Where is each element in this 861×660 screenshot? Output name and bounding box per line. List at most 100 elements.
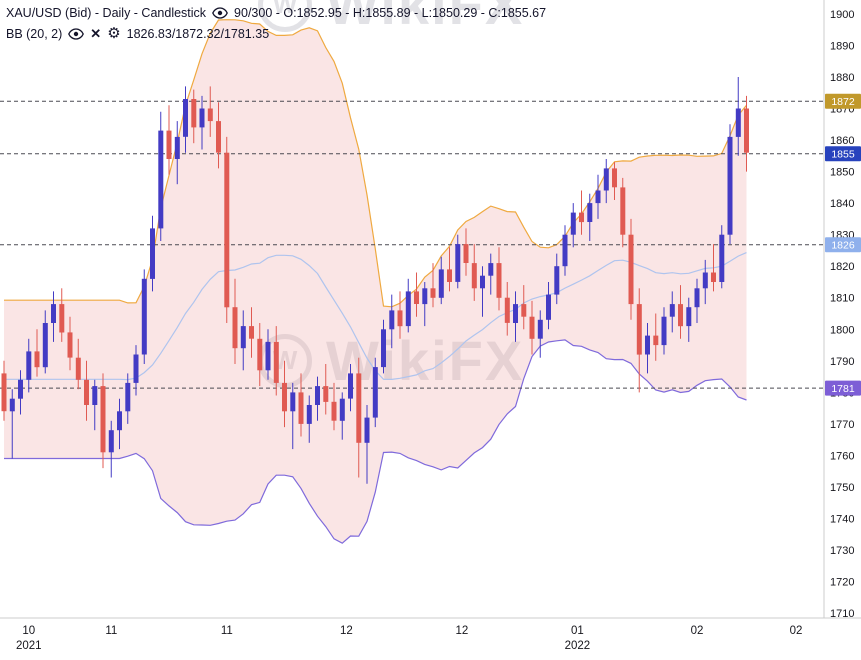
candle[interactable] [133,345,139,396]
candle[interactable] [141,269,147,364]
candle[interactable] [711,244,716,292]
candle-body [158,130,164,229]
candle[interactable] [1,360,7,421]
candle[interactable] [158,111,164,241]
candle[interactable] [570,203,576,248]
candle[interactable] [636,288,642,393]
candle[interactable] [166,105,172,175]
candle[interactable] [537,310,543,358]
candle[interactable] [422,282,428,327]
candle-body [117,411,122,431]
candle[interactable] [26,338,32,393]
candle[interactable] [59,288,65,342]
candle[interactable] [240,310,246,371]
candle[interactable] [488,253,494,295]
candle[interactable] [521,285,527,330]
candle[interactable] [323,364,329,415]
candle[interactable] [579,190,584,235]
candle[interactable] [702,259,708,305]
candle[interactable] [364,405,370,484]
candle[interactable] [554,253,560,305]
candle[interactable] [389,294,395,349]
close-icon[interactable]: ✕ [90,26,102,41]
candle[interactable] [92,379,98,431]
candle[interactable] [100,373,106,469]
candle[interactable] [405,278,411,333]
candle[interactable] [529,300,535,355]
candle[interactable] [42,310,48,374]
candle[interactable] [199,95,205,150]
candle[interactable] [471,244,477,301]
candle[interactable] [75,338,81,390]
candle[interactable] [232,278,238,364]
candle[interactable] [108,420,114,478]
candle[interactable] [84,360,89,421]
candle[interactable] [315,376,320,421]
candle[interactable] [216,102,221,169]
candle[interactable] [249,307,254,358]
candle[interactable] [455,234,461,289]
candle-body [603,168,609,191]
candle[interactable] [125,373,131,424]
candle-body [744,108,749,153]
x-axis-year-label: 2021 [16,640,42,652]
candle[interactable] [628,218,634,320]
candle[interactable] [694,278,700,323]
candle[interactable] [447,247,452,292]
candle[interactable] [744,95,749,172]
candle[interactable] [669,291,675,333]
candle[interactable] [661,307,667,355]
eye-icon[interactable] [68,27,85,40]
candle[interactable] [480,266,485,317]
candle[interactable] [595,174,601,219]
candle[interactable] [306,395,312,443]
candle[interactable] [463,228,469,276]
candle[interactable] [67,316,73,371]
candle[interactable] [438,256,444,305]
candle[interactable] [653,313,659,361]
candle[interactable] [546,282,551,330]
candle[interactable] [612,162,617,200]
candle[interactable] [678,285,683,339]
candle[interactable] [207,86,213,137]
candle-body [356,373,362,443]
candle[interactable] [645,323,650,374]
candle[interactable] [397,291,403,339]
candle[interactable] [183,86,188,153]
candle[interactable] [348,364,353,412]
candle[interactable] [727,124,733,245]
candle[interactable] [51,291,56,342]
candle[interactable] [496,247,502,311]
candle[interactable] [430,263,436,308]
candle[interactable] [224,136,230,323]
candle[interactable] [290,382,296,450]
candle[interactable] [719,225,725,289]
candle[interactable] [34,329,40,377]
candle[interactable] [587,193,593,241]
candle[interactable] [339,392,345,440]
candle[interactable] [603,159,609,204]
candle[interactable] [381,319,386,374]
candle[interactable] [9,389,15,459]
candle[interactable] [191,89,197,144]
candle[interactable] [331,382,337,431]
candle[interactable] [150,215,155,292]
candle[interactable] [174,121,180,185]
candle[interactable] [504,282,510,336]
eye-icon[interactable] [212,6,228,19]
gear-icon[interactable]: ⚙ [107,25,121,42]
candle[interactable] [686,297,692,342]
candle[interactable] [735,77,741,156]
candle[interactable] [18,370,23,415]
candle[interactable] [620,177,626,248]
candle-body [273,341,279,383]
candle[interactable] [513,291,518,342]
candle[interactable] [117,398,122,450]
candle[interactable] [356,357,362,478]
candle[interactable] [562,225,568,276]
y-axis-label: 1800 [830,324,854,336]
candle[interactable] [414,272,419,317]
candle[interactable] [372,357,378,428]
candle[interactable] [282,360,287,428]
